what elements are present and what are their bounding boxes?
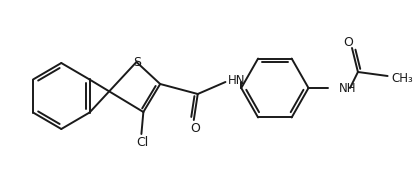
Text: O: O (343, 36, 353, 49)
Text: S: S (133, 55, 141, 69)
Text: NH: NH (339, 81, 357, 94)
Text: Cl: Cl (136, 136, 148, 148)
Text: O: O (190, 122, 200, 135)
Text: HN: HN (227, 74, 245, 87)
Text: CH₃: CH₃ (392, 71, 413, 84)
